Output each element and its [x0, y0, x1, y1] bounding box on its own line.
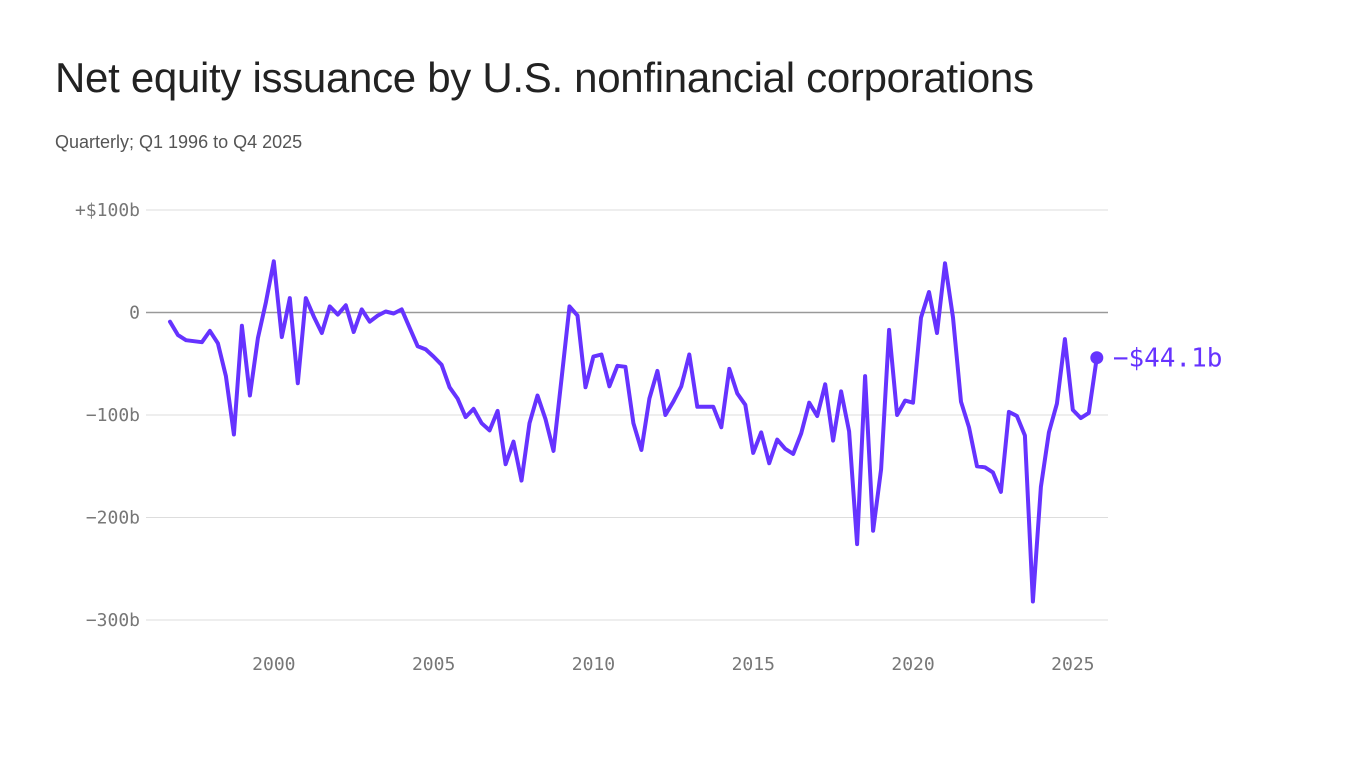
x-tick-label: 2020 — [891, 654, 934, 675]
x-axis-tick-labels: 2000 2005 2010 2015 2020 2025 — [252, 654, 1094, 675]
annotation-layer: −$44.1b — [1113, 344, 1223, 374]
series-layer — [168, 259, 1104, 604]
x-tick-label: 2025 — [1051, 654, 1094, 675]
y-tick-label: −200b — [86, 508, 140, 529]
chart-subtitle: Quarterly; Q1 1996 to Q4 2025 — [55, 132, 303, 152]
y-tick-label: −100b — [86, 405, 140, 426]
x-tick-label: 2015 — [732, 654, 775, 675]
y-tick-label: 0 — [129, 303, 140, 324]
y-tick-label: +$100b — [75, 200, 140, 221]
chart-title: Net equity issuance by U.S. nonfinancial… — [55, 54, 1034, 101]
x-tick-label: 2010 — [572, 654, 615, 675]
y-tick-label: −300b — [86, 610, 140, 631]
x-tick-label: 2005 — [412, 654, 455, 675]
series-line — [168, 259, 1099, 604]
y-axis-tick-labels: +$100b 0 −100b −200b −300b — [75, 200, 140, 631]
last-value-marker — [1090, 351, 1104, 365]
last-value-label: −$44.1b — [1113, 344, 1223, 374]
x-tick-label: 2000 — [252, 654, 295, 675]
